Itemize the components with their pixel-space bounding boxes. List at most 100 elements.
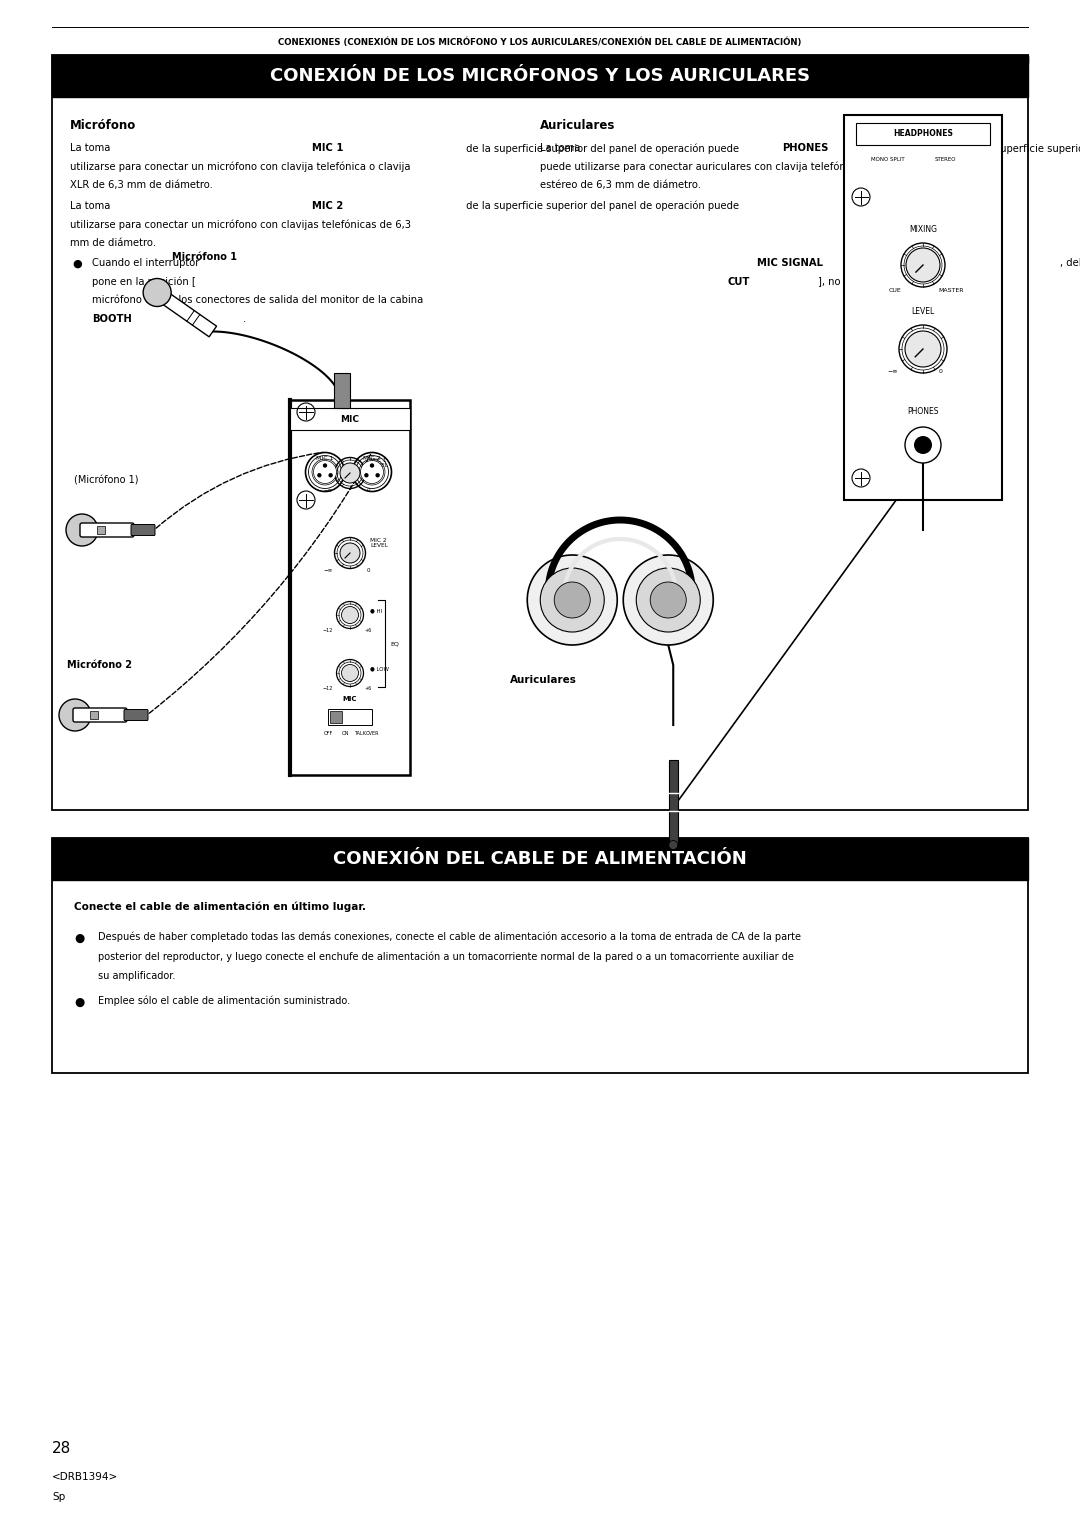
Text: Auriculares: Auriculares [510, 675, 577, 685]
Text: PHONES: PHONES [782, 144, 828, 153]
Text: Emplee sólo el cable de alimentación suministrado.: Emplee sólo el cable de alimentación sum… [98, 996, 350, 1005]
Text: −∞: −∞ [323, 487, 333, 492]
Circle shape [540, 568, 604, 633]
Text: MIC 2: MIC 2 [312, 200, 343, 211]
Circle shape [376, 474, 380, 477]
Text: Micrófono 1: Micrófono 1 [173, 252, 238, 261]
Text: MIC 2
LEVEL: MIC 2 LEVEL [370, 538, 388, 549]
Text: HEADPHONES: HEADPHONES [893, 130, 953, 139]
Bar [856, 122, 990, 145]
Text: estéreo de 6,3 mm de diámetro.: estéreo de 6,3 mm de diámetro. [540, 180, 701, 189]
Circle shape [340, 463, 360, 483]
Text: BOOTH: BOOTH [92, 313, 132, 324]
Text: +6: +6 [364, 686, 372, 691]
Text: 0: 0 [366, 567, 369, 573]
Text: MASTER: MASTER [939, 289, 963, 293]
Text: utilizarse para conectar un micrófono con clavijas telefónicas de 6,3: utilizarse para conectar un micrófono co… [70, 219, 411, 229]
Circle shape [66, 513, 98, 545]
Text: MIXING: MIXING [909, 225, 937, 234]
Text: MIC 1
LEVEL: MIC 1 LEVEL [370, 457, 388, 469]
Text: PHONES: PHONES [907, 406, 939, 416]
Text: pone en la posición [: pone en la posición [ [92, 277, 195, 287]
Bar [52, 837, 1028, 880]
FancyBboxPatch shape [73, 707, 127, 723]
Text: STEREO: STEREO [934, 157, 956, 162]
Bar [97, 526, 105, 533]
Text: 28: 28 [52, 1441, 71, 1456]
Text: ●: ● [72, 260, 82, 269]
Text: Conecte el cable de alimentación en último lugar.: Conecte el cable de alimentación en últi… [75, 902, 366, 912]
Text: ON: ON [341, 730, 349, 736]
Text: MIC: MIC [342, 695, 357, 701]
Polygon shape [153, 287, 217, 336]
Text: CONEXIÓN DEL CABLE DE ALIMENTACIÓN: CONEXIÓN DEL CABLE DE ALIMENTACIÓN [333, 850, 747, 868]
Text: −∞: −∞ [323, 567, 333, 573]
Text: ● LOW: ● LOW [370, 666, 389, 671]
Text: −12: −12 [323, 686, 334, 691]
Text: de la superficie superior del panel de operación puede: de la superficie superior del panel de o… [463, 144, 739, 153]
Text: +6: +6 [364, 628, 372, 633]
Text: Después de haber completado todas las demás conexiones, conecte el cable de alim: Después de haber completado todas las de… [98, 932, 801, 943]
Text: Micrófono: Micrófono [70, 119, 136, 131]
Text: MIC: MIC [340, 414, 360, 423]
Text: XLR de 6,3 mm de diámetro.: XLR de 6,3 mm de diámetro. [70, 180, 213, 189]
Circle shape [914, 435, 932, 454]
Text: MIC SIGNAL: MIC SIGNAL [757, 258, 823, 267]
Text: EQ: EQ [390, 642, 399, 646]
Text: su amplificador.: su amplificador. [98, 970, 175, 981]
Text: −12: −12 [323, 628, 334, 633]
Bar [330, 711, 342, 723]
Text: CUE: CUE [889, 289, 902, 293]
Text: −∞: −∞ [888, 368, 899, 373]
Bar [52, 837, 1028, 1073]
Text: de la superficie superior del panel de operación puede: de la superficie superior del panel de o… [463, 200, 739, 211]
Bar [895, 157, 951, 176]
Text: ●: ● [75, 996, 84, 1008]
Text: posterior del reproductor, y luego conecte el enchufe de alimentación a un tomac: posterior del reproductor, y luego conec… [98, 952, 794, 963]
Circle shape [318, 474, 322, 477]
Text: de la superficie superior del panel de operación: de la superficie superior del panel de o… [963, 144, 1080, 153]
Text: Auriculares: Auriculares [540, 119, 616, 131]
Bar [52, 55, 1028, 96]
Text: La toma: La toma [70, 200, 113, 211]
FancyBboxPatch shape [131, 524, 156, 535]
Text: MIC 1: MIC 1 [312, 144, 343, 153]
Circle shape [369, 463, 374, 468]
Text: Micrófono 2: Micrófono 2 [67, 660, 132, 669]
Text: ], no se emite ningún sonido de: ], no se emite ningún sonido de [818, 277, 976, 287]
Text: puede utilizarse para conectar auriculares con clavija telefónica: puede utilizarse para conectar auricular… [540, 162, 861, 173]
Text: OVER: OVER [365, 730, 379, 736]
Circle shape [906, 248, 940, 283]
Text: ●: ● [75, 932, 84, 944]
Text: 0: 0 [366, 487, 369, 492]
Circle shape [905, 426, 941, 463]
FancyBboxPatch shape [124, 709, 148, 721]
Text: Sp: Sp [52, 1491, 65, 1502]
Text: CONEXIONES (CONEXIÓN DE LOS MICRÓFONO Y LOS AURICULARES/CONEXIÓN DEL CABLE DE AL: CONEXIONES (CONEXIÓN DE LOS MICRÓFONO Y … [279, 37, 801, 46]
FancyBboxPatch shape [80, 523, 134, 536]
Bar [90, 711, 98, 720]
Circle shape [323, 463, 327, 468]
Bar [843, 115, 1002, 500]
Bar [328, 709, 372, 724]
Bar [52, 57, 1028, 63]
Bar [896, 157, 922, 174]
Text: CONEXIÓN DE LOS MICRÓFONOS Y LOS AURICULARES: CONEXIÓN DE LOS MICRÓFONOS Y LOS AURICUL… [270, 67, 810, 86]
Circle shape [554, 582, 591, 617]
Circle shape [905, 332, 941, 367]
Circle shape [636, 568, 700, 633]
Circle shape [340, 542, 360, 562]
Text: ● HI: ● HI [370, 608, 382, 614]
Text: <DRB1394>: <DRB1394> [52, 1471, 118, 1482]
Text: mm de diámetro.: mm de diámetro. [70, 237, 156, 248]
Circle shape [59, 698, 91, 730]
Text: (Micrófono 1): (Micrófono 1) [75, 475, 138, 484]
Circle shape [313, 460, 337, 483]
Circle shape [361, 460, 383, 483]
Circle shape [341, 665, 359, 681]
Text: micrófono desde los conectores de salida del monitor de la cabina: micrófono desde los conectores de salida… [92, 295, 423, 306]
Text: TALK: TALK [354, 730, 366, 736]
Text: Cuando el interruptor: Cuando el interruptor [92, 258, 203, 267]
Circle shape [669, 840, 678, 850]
Text: .: . [243, 313, 246, 324]
